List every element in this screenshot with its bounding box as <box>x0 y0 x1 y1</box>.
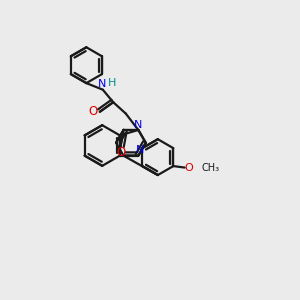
Text: N: N <box>98 79 106 89</box>
Text: O: O <box>116 146 125 159</box>
Text: N: N <box>134 120 142 130</box>
Text: CH₃: CH₃ <box>201 163 219 172</box>
Text: O: O <box>184 163 193 172</box>
Text: N: N <box>136 145 144 155</box>
Text: O: O <box>88 105 98 118</box>
Text: H: H <box>108 78 116 88</box>
